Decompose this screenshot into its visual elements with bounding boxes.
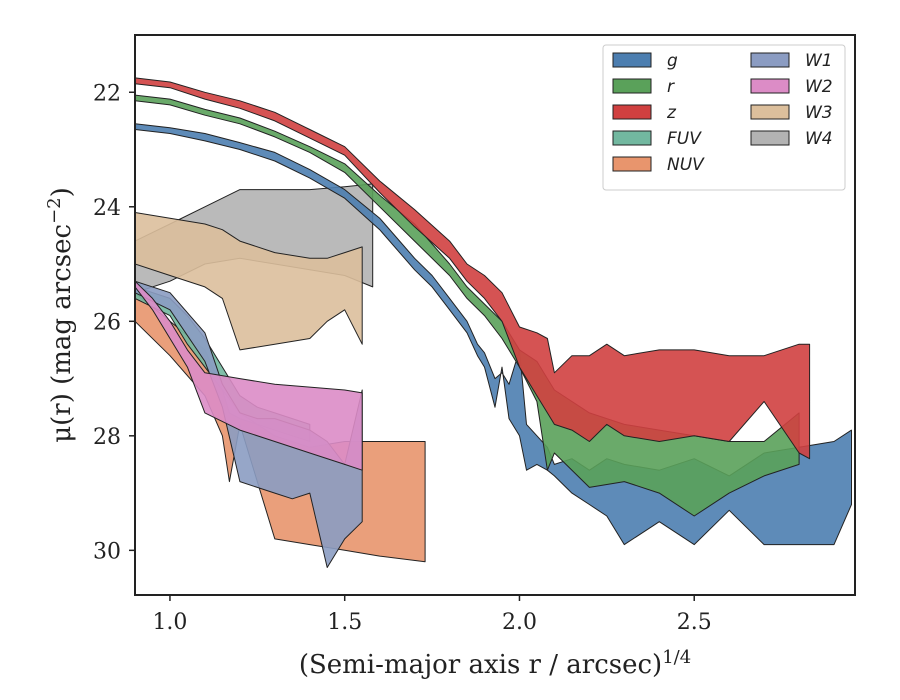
plot-frame: [134, 34, 856, 596]
legend-label-w3: W3: [805, 103, 833, 123]
band-w3: [135, 212, 363, 351]
legend: grz FUV NUV W1 W2 W3 W4: [602, 44, 846, 191]
legend-swatch-z: [612, 104, 652, 120]
y-axis-ticks: 22 24 26 28 30: [93, 81, 135, 564]
legend-label-z: z: [666, 103, 677, 123]
x-axis-ticks: 1.0 1.5 2.0 2.5: [152, 595, 712, 635]
x-axis-label-main: (Semi-major axis r / arcsec): [299, 650, 662, 680]
band-w2: [135, 280, 363, 471]
x-tick-label: 2.5: [677, 610, 712, 635]
y-tick-label: 26: [93, 310, 121, 335]
x-tick-label: 1.5: [327, 610, 362, 635]
legend-label-g: g: [667, 51, 678, 71]
y-tick-label: 30: [93, 539, 121, 564]
legend-label-w1: W1: [805, 51, 833, 71]
y-axis-label-exponent: −2: [44, 197, 65, 224]
legend-swatch-g: [612, 52, 652, 68]
legend-swatch-w1: [750, 52, 790, 68]
legend-swatch-nuv: [612, 156, 652, 172]
band-g: [135, 123, 852, 546]
legend-label-r: r: [667, 77, 675, 97]
legend-swatch-w2: [750, 78, 790, 94]
y-axis-label: μ(r) (mag arcsec−2): [44, 187, 77, 443]
legend-label-w2: W2: [805, 77, 833, 97]
legend-label-fuv: FUV: [667, 129, 702, 149]
x-tick-label: 2.0: [502, 610, 537, 635]
band-z: [135, 77, 811, 460]
x-axis-label-exponent: 1/4: [662, 647, 691, 668]
legend-swatch-w4: [750, 130, 790, 146]
x-axis-label: (Semi-major axis r / arcsec)1/4: [299, 647, 691, 680]
legend-label-nuv: NUV: [667, 155, 705, 175]
legend-swatch-fuv: [612, 130, 652, 146]
y-tick-label: 24: [93, 196, 121, 221]
x-tick-label: 1.0: [152, 610, 187, 635]
series-bands: [135, 77, 852, 568]
y-axis-label-main: μ(r) (mag arcsec: [47, 224, 77, 443]
y-tick-label: 22: [93, 81, 121, 106]
legend-label-w4: W4: [805, 129, 833, 149]
legend-swatch-r: [612, 78, 652, 94]
y-axis-label-close: ): [47, 187, 77, 197]
y-tick-label: 28: [93, 425, 121, 450]
legend-swatch-w3: [750, 104, 790, 120]
